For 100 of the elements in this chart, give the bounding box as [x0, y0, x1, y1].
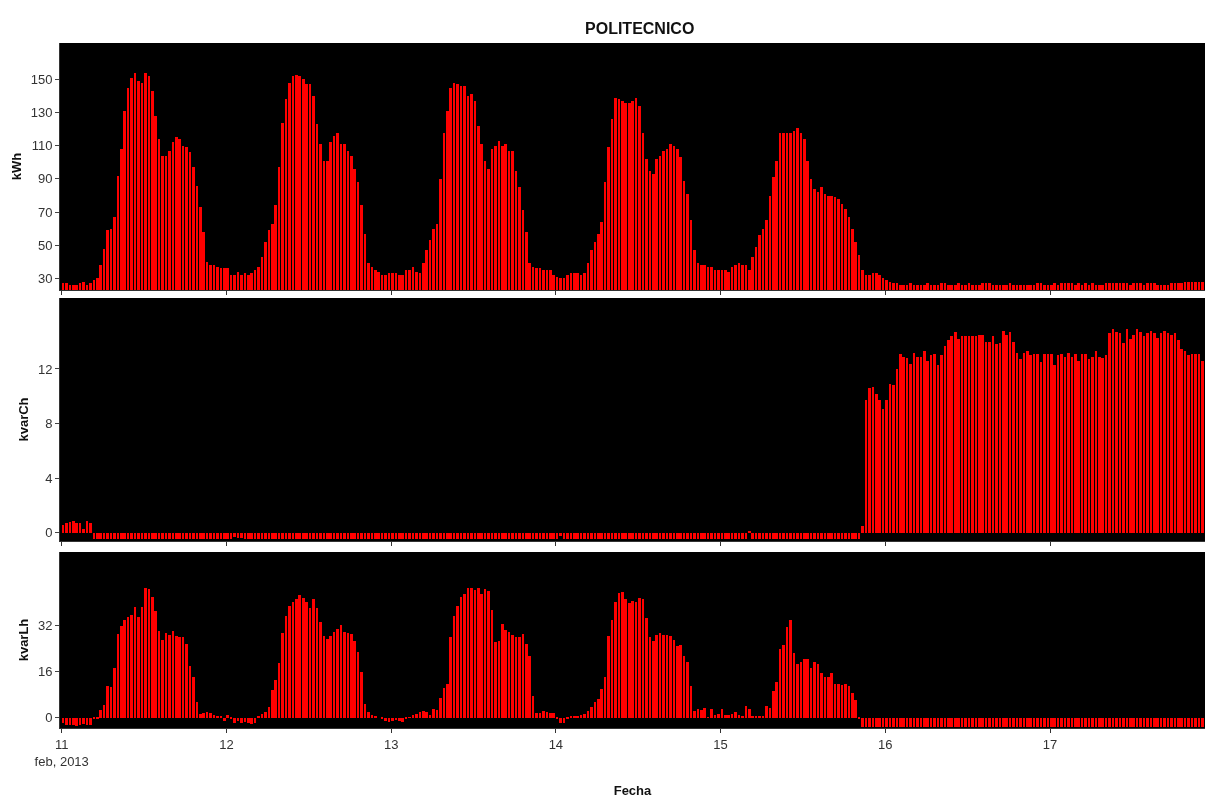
- y-tick-label: 4: [45, 470, 53, 486]
- bar: [127, 617, 129, 718]
- bar: [1108, 718, 1111, 727]
- bar: [844, 533, 847, 539]
- bar: [745, 533, 747, 539]
- bar: [782, 533, 785, 539]
- bar: [583, 533, 586, 539]
- bar: [185, 533, 188, 539]
- y-axis-title: kWh: [8, 152, 24, 181]
- bar: [75, 523, 78, 533]
- bar: [1139, 718, 1142, 727]
- bar: [377, 533, 380, 539]
- bar: [456, 533, 459, 539]
- bar: [298, 595, 301, 718]
- bar: [841, 685, 843, 718]
- bar: [192, 533, 195, 539]
- bar: [628, 533, 631, 539]
- bar: [1184, 351, 1186, 533]
- bar: [690, 533, 692, 539]
- bar: [1194, 354, 1197, 533]
- bar: [75, 718, 78, 726]
- bar: [384, 533, 387, 539]
- bar: [786, 533, 788, 539]
- bar: [178, 533, 181, 539]
- bar: [841, 533, 843, 539]
- bar: [182, 637, 184, 718]
- bar: [892, 718, 895, 727]
- bar: [800, 533, 802, 539]
- bar: [837, 684, 840, 718]
- bar: [130, 533, 133, 539]
- bar: [1112, 329, 1114, 533]
- bar: [1047, 354, 1049, 533]
- bar: [738, 533, 740, 539]
- bar: [384, 718, 387, 721]
- bar: [117, 533, 119, 539]
- bar: [209, 533, 212, 539]
- bar: [642, 533, 644, 539]
- bar: [920, 718, 922, 727]
- bar: [693, 533, 696, 539]
- bar: [676, 533, 679, 539]
- bar: [961, 336, 963, 533]
- bar: [947, 718, 950, 727]
- bar: [1029, 718, 1032, 727]
- bar: [851, 533, 854, 539]
- bar: [1026, 718, 1029, 727]
- bar: [902, 718, 905, 727]
- bar: [954, 332, 957, 533]
- bar: [889, 718, 891, 727]
- bar: [415, 533, 418, 539]
- bar: [220, 533, 222, 539]
- bar: [683, 533, 685, 539]
- bar: [398, 718, 401, 721]
- bar: [642, 599, 644, 718]
- bar: [916, 357, 919, 533]
- bar: [885, 718, 888, 727]
- bar: [1005, 335, 1008, 533]
- bar: [470, 533, 473, 539]
- bar: [700, 710, 703, 718]
- bar: [432, 709, 435, 718]
- bar: [703, 533, 706, 539]
- bar: [148, 589, 150, 718]
- bar: [1098, 718, 1101, 727]
- bar: [1198, 718, 1200, 727]
- bar: [1146, 718, 1149, 727]
- bar: [631, 533, 634, 539]
- bar: [401, 533, 404, 539]
- bar: [539, 533, 541, 539]
- bar: [1191, 718, 1193, 727]
- bar: [769, 533, 771, 539]
- bar: [172, 533, 174, 539]
- bar: [1160, 333, 1162, 533]
- bar: [89, 718, 92, 725]
- bar: [347, 633, 349, 718]
- bar: [144, 588, 147, 718]
- bar: [357, 533, 359, 539]
- bar: [247, 718, 250, 723]
- bar: [968, 718, 970, 727]
- bar: [621, 592, 624, 718]
- bar: [491, 533, 493, 539]
- bar: [535, 533, 538, 539]
- bar: [868, 388, 871, 533]
- bar: [1180, 718, 1183, 727]
- bar: [240, 533, 243, 538]
- bar: [957, 718, 960, 727]
- bar: [1187, 718, 1190, 727]
- bar: [312, 599, 315, 718]
- bar: [748, 709, 751, 718]
- bar: [1101, 358, 1104, 533]
- bar: [254, 533, 256, 539]
- bar: [666, 635, 668, 718]
- bar: [244, 718, 246, 722]
- bar: [981, 718, 984, 727]
- bar: [542, 711, 545, 718]
- bar: [710, 709, 713, 718]
- y-tick-label: 12: [37, 361, 53, 377]
- bar: [714, 533, 716, 539]
- bar: [230, 533, 232, 539]
- bar: [1143, 718, 1145, 727]
- bar: [292, 602, 294, 718]
- bar: [329, 533, 332, 539]
